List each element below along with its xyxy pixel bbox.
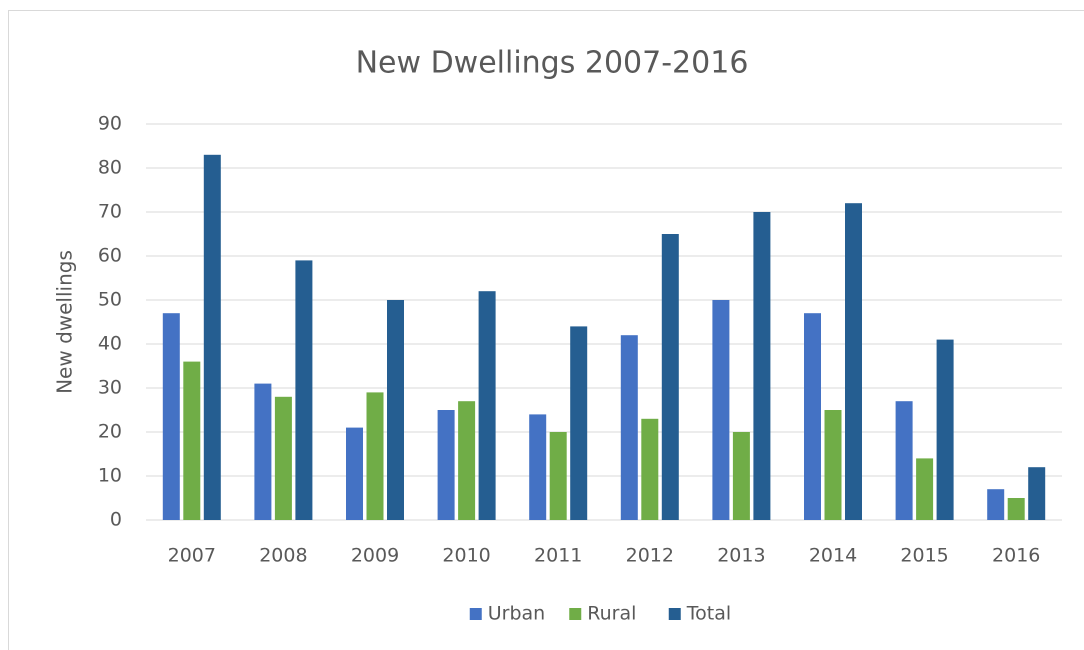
bar — [570, 326, 588, 520]
y-tick-label: 0 — [110, 509, 122, 531]
y-tick-label: 10 — [98, 465, 122, 487]
bar — [254, 383, 272, 520]
bar — [346, 427, 363, 520]
bar — [712, 300, 730, 520]
x-tick-label: 2011 — [534, 545, 582, 567]
bar — [274, 396, 292, 520]
bar — [845, 203, 862, 520]
legend-label: Urban — [488, 603, 545, 625]
legend-swatch — [668, 608, 681, 620]
bar — [936, 339, 954, 520]
chart-border — [8, 10, 1084, 650]
bar — [458, 401, 476, 520]
bar — [437, 410, 455, 520]
x-tick-label: 2007 — [168, 545, 216, 567]
y-tick-label: 70 — [98, 201, 122, 223]
y-tick-label: 80 — [98, 157, 122, 179]
bar — [478, 291, 496, 520]
bar — [295, 260, 313, 520]
bar — [641, 418, 659, 520]
legend-label: Total — [686, 603, 731, 625]
x-tick-label: 2009 — [351, 545, 399, 567]
x-tick-label: 2014 — [809, 545, 857, 567]
x-tick-label: 2008 — [259, 545, 307, 567]
bar — [387, 300, 404, 520]
y-axis-title: New dwellings — [53, 250, 77, 394]
bar — [916, 458, 934, 520]
legend-label: Rural — [587, 603, 636, 625]
bar — [804, 313, 821, 520]
y-tick-label: 40 — [98, 333, 122, 355]
bar — [366, 392, 384, 520]
x-tick-label: 2010 — [442, 545, 490, 567]
y-tick-label: 60 — [98, 245, 122, 267]
chart-title: New Dwellings 2007-2016 — [356, 46, 749, 81]
y-tick-label: 90 — [98, 113, 122, 135]
bar — [549, 432, 567, 520]
x-tick-label: 2013 — [717, 545, 765, 567]
x-tick-label: 2016 — [992, 545, 1040, 567]
bar — [661, 234, 679, 520]
y-tick-label: 50 — [98, 289, 122, 311]
bar — [824, 410, 842, 520]
bar — [183, 361, 201, 520]
y-tick-label: 20 — [98, 421, 122, 443]
bar — [753, 212, 771, 520]
bar — [203, 154, 221, 521]
bar — [620, 335, 638, 520]
y-tick-label: 30 — [98, 377, 122, 399]
bar — [162, 313, 180, 520]
x-tick-label: 2012 — [626, 545, 674, 567]
bar — [987, 489, 1005, 520]
bar — [529, 414, 547, 520]
legend-swatch — [469, 608, 482, 620]
x-tick-label: 2015 — [900, 545, 948, 567]
legend-swatch — [569, 608, 582, 620]
bar — [1007, 498, 1025, 520]
bar — [732, 432, 750, 520]
bar — [1028, 467, 1046, 520]
bar — [895, 401, 913, 520]
